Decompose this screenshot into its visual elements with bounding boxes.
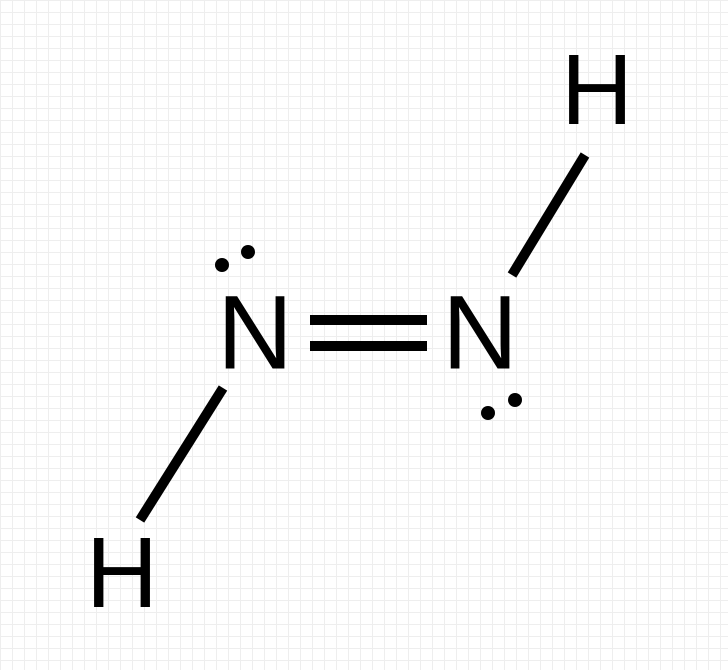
atom-N2: N — [442, 281, 518, 386]
lone-pair-dot — [508, 393, 522, 407]
atom-N1: N — [217, 281, 293, 386]
bond-single — [140, 388, 223, 520]
atom-H2: H — [86, 523, 158, 623]
lone-pair-dot — [215, 258, 229, 272]
bond-single — [512, 155, 585, 275]
lone-pair-dot — [241, 245, 255, 259]
lone-pair-dot — [481, 406, 495, 420]
atom-H1: H — [561, 40, 633, 140]
